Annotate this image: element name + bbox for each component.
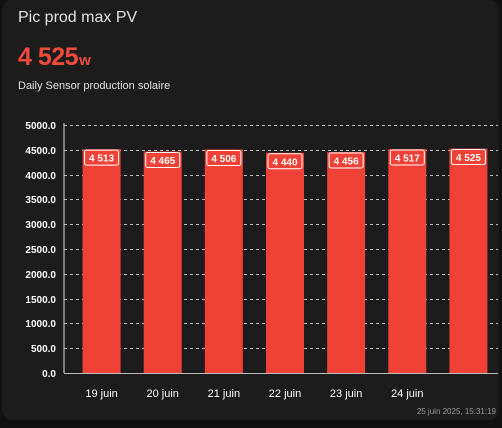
y-tick-label: 1500.0 — [25, 295, 56, 306]
x-tick-label: 21 juin — [208, 388, 240, 400]
y-tick-label: 500.0 — [31, 344, 56, 355]
data-label: 4 513 — [89, 154, 114, 165]
y-tick-label: 4500.0 — [25, 146, 56, 157]
x-tick-label: 24 juin — [391, 388, 423, 400]
bar — [388, 148, 427, 373]
y-tick-label: 2000.0 — [25, 270, 56, 281]
data-label: 4 506 — [211, 154, 236, 165]
data-label-badge — [145, 152, 181, 169]
card: Pic prod max PV 4 525 w Daily Sensor pro… — [2, 0, 499, 420]
x-tick-label: 19 juin — [85, 388, 117, 400]
data-label-badge — [328, 152, 364, 169]
bar — [82, 149, 121, 373]
last-updated-timestamp: 25 juin 2025, 15:31:19 — [416, 407, 496, 416]
sensor-label: Daily Sensor production solaire — [18, 80, 171, 92]
x-tick-label: 23 juin — [330, 388, 362, 400]
current-value-unit: w — [79, 52, 91, 69]
card-title: Pic prod max PV — [18, 9, 138, 26]
y-tick-label: 5000.0 — [25, 121, 56, 132]
bar — [327, 151, 366, 373]
y-tick-label: 2500.0 — [25, 245, 56, 256]
bar-chart: 0.0 500.0 1000.0 1500.0 2000.0 2500.0 3000.0 35… — [25, 121, 498, 400]
y-tick-label: 3000.0 — [25, 220, 56, 231]
data-label: 4 517 — [395, 153, 420, 164]
data-label-badge — [206, 150, 242, 167]
y-tick-label: 1000.0 — [25, 319, 56, 330]
x-tick-label: 20 juin — [147, 388, 179, 400]
current-value-number: 4 525 — [18, 43, 79, 71]
current-value: 4 525 w — [18, 43, 91, 72]
data-label: 4 456 — [334, 156, 359, 167]
data-label: 4 440 — [272, 157, 297, 168]
bar — [143, 151, 182, 373]
y-tick-label: 0.0 — [42, 369, 56, 380]
x-tick-label: 22 juin — [269, 388, 301, 400]
data-label-badge — [450, 149, 486, 166]
data-label-badge — [267, 153, 303, 170]
data-label-badge — [389, 149, 425, 166]
data-label: 4 465 — [150, 156, 175, 167]
data-label: 4 525 — [456, 153, 481, 164]
bar — [449, 148, 488, 373]
data-label-badge — [84, 149, 120, 166]
y-tick-label: 4000.0 — [25, 171, 56, 182]
bar — [204, 149, 243, 373]
bar — [266, 152, 304, 373]
y-tick-label: 3500.0 — [25, 195, 56, 206]
